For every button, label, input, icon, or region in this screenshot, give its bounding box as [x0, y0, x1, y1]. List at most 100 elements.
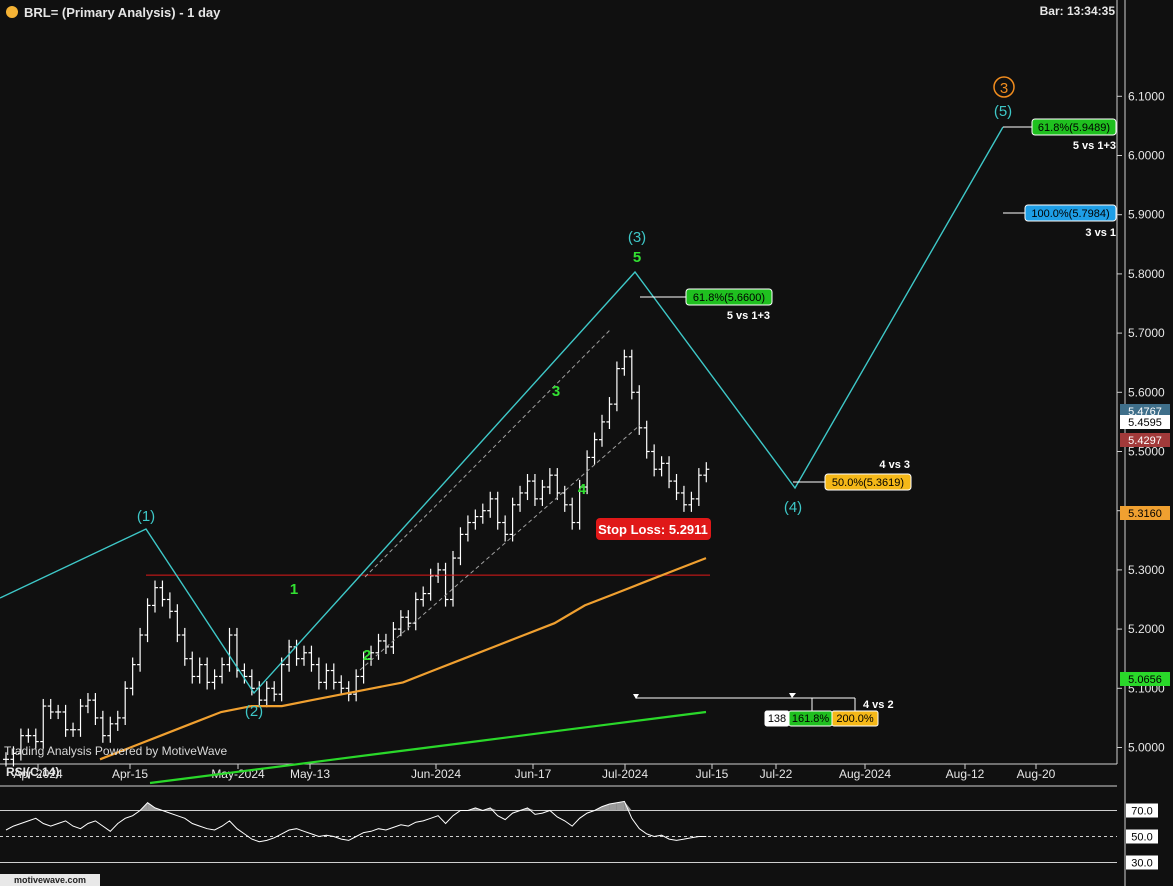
price-bar	[651, 444, 658, 477]
projection-box-text: 161.8%	[792, 713, 830, 725]
price-bar	[77, 698, 84, 737]
price-bar	[99, 710, 106, 743]
price-bar	[62, 704, 69, 737]
price-bar	[278, 657, 285, 702]
wave-label: (4)	[784, 499, 802, 516]
y-tick-label: 5.3000	[1128, 563, 1165, 577]
price-bar	[517, 485, 524, 512]
price-bar	[114, 710, 121, 731]
price-bar	[368, 645, 375, 666]
price-bar	[219, 657, 226, 684]
price-bar	[308, 645, 315, 672]
target-text: 50.0%(5.3619)	[832, 477, 904, 489]
rsi-title: RSI(C,14)	[6, 765, 60, 779]
price-bar	[40, 698, 47, 749]
price-bar	[122, 681, 129, 726]
price-bar	[688, 491, 695, 512]
price-bar	[606, 397, 613, 430]
rsi-line	[5, 800, 707, 843]
price-bar	[25, 728, 32, 743]
price-bar	[84, 693, 91, 714]
price-bar	[47, 698, 54, 720]
x-tick-label: Apr-2024	[13, 767, 63, 781]
price-bar	[92, 693, 99, 726]
price-bar	[613, 361, 620, 412]
price-bar	[181, 627, 188, 666]
price-bar	[330, 663, 337, 690]
price-bar	[524, 473, 531, 501]
price-bar	[531, 473, 538, 506]
rsi-level-text: 70.0	[1131, 806, 1152, 818]
moving-average-orange	[99, 557, 707, 761]
price-badge	[1120, 415, 1170, 429]
price-bar	[680, 485, 687, 512]
rsi-level-badge	[1126, 829, 1158, 844]
price-bar	[241, 663, 248, 684]
price-bar	[55, 704, 62, 720]
x-tick-label: Aug-12	[946, 767, 985, 781]
x-tick-label: Aug-20	[1017, 767, 1056, 781]
price-bar	[70, 722, 77, 737]
price-bar	[152, 580, 158, 613]
y-tick-label: 6.1000	[1128, 89, 1165, 103]
price-bar	[673, 473, 680, 501]
powered-by-label: Trading Analysis Powered by MotiveWave	[4, 744, 228, 758]
price-bar	[561, 485, 568, 512]
circled-wave-marker	[993, 76, 1015, 98]
price-bar	[591, 432, 598, 465]
target-note: 5 vs 1+3	[1073, 140, 1116, 152]
y-tick-label: 5.7000	[1128, 326, 1165, 340]
price-bar	[17, 728, 24, 761]
projection-box-text: 138	[768, 713, 786, 725]
price-bar	[554, 468, 561, 501]
price-bar	[703, 462, 710, 483]
price-bar	[196, 657, 203, 684]
price-badge	[1120, 433, 1170, 447]
chart-title-text: BRL= (Primary Analysis) - 1 day	[24, 4, 221, 20]
x-tick-label: Jul-2024	[602, 767, 648, 781]
projection-marker-icon	[633, 694, 639, 699]
rsi-level-text: 50.0	[1131, 832, 1152, 844]
price-bar	[405, 610, 412, 631]
target-box	[1024, 204, 1117, 222]
wave-label: (5)	[994, 103, 1012, 120]
price-badge	[1120, 672, 1170, 686]
price-bar	[435, 562, 442, 583]
price-bar	[412, 592, 419, 631]
rsi-level-badge	[1126, 803, 1158, 818]
price-bar	[584, 450, 591, 495]
price-bar	[621, 349, 628, 376]
x-tick-label: Jul-22	[760, 767, 793, 781]
price-bar	[643, 420, 650, 459]
price-bar	[315, 657, 322, 690]
price-bar	[360, 651, 367, 684]
price-bar	[3, 752, 9, 767]
y-tick-label: 5.6000	[1128, 385, 1165, 399]
price-bar	[204, 657, 211, 690]
price-badge	[1120, 404, 1170, 418]
price-bar	[189, 651, 196, 684]
price-bar	[137, 627, 144, 672]
y-tick-label: 5.2000	[1128, 622, 1165, 636]
rsi-level-text: 30.0	[1131, 858, 1152, 870]
price-bar	[599, 414, 605, 447]
price-bar	[695, 468, 702, 506]
price-bar	[442, 562, 449, 607]
price-bar	[323, 663, 330, 690]
price-bar	[32, 728, 39, 749]
circled-wave-label: 3	[1000, 80, 1008, 97]
target-box	[1031, 118, 1117, 136]
price-bar	[211, 669, 218, 690]
minor-wave-label: 3	[552, 383, 560, 400]
y-tick-label: 5.9000	[1128, 208, 1165, 222]
price-badge	[1120, 506, 1170, 520]
rsi-overbought-fill	[609, 802, 617, 811]
projection-marker-icon	[789, 693, 796, 698]
price-bar	[397, 610, 404, 637]
target-text: 61.8%(5.9489)	[1038, 122, 1110, 134]
x-tick-label: May-13	[290, 767, 330, 781]
projection-note: 4 vs 2	[863, 699, 894, 711]
price-bar	[301, 645, 307, 666]
price-bar	[658, 456, 665, 477]
